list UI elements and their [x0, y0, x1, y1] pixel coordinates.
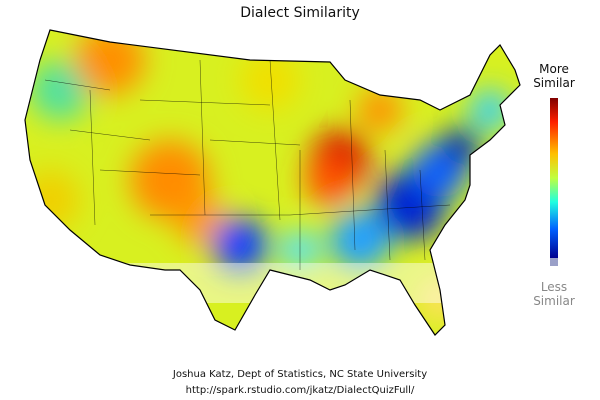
color-bar [550, 98, 558, 258]
legend-high-label: More [539, 62, 569, 76]
us-outline [24, 29, 521, 336]
legend-high-label: Similar [533, 76, 575, 90]
legend: More Similar Less Similar [533, 62, 575, 308]
title: Dialect Similarity [240, 5, 360, 21]
legend-low-label: Similar [533, 294, 575, 308]
color-bar-end [550, 258, 558, 266]
credit-author: Joshua Katz, Dept of Statistics, NC Stat… [172, 369, 427, 380]
credit-url: http://spark.rstudio.com/jkatz/DialectQu… [186, 385, 415, 396]
legend-low-label: Less [541, 280, 567, 294]
